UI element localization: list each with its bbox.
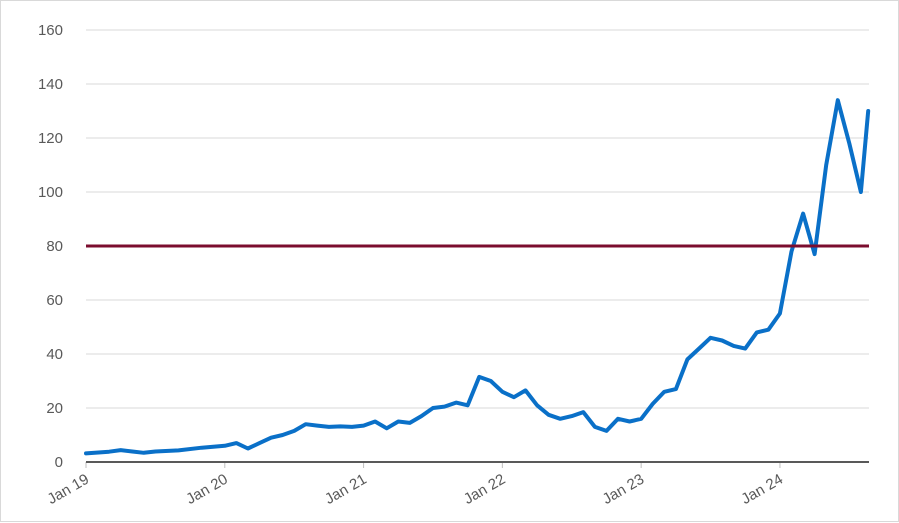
x-tick-label: Jan 21 [322,471,370,508]
y-tick-label: 100 [38,184,63,201]
x-tick-label: Jan 23 [600,471,648,508]
y-tick-label: 40 [46,346,63,363]
x-tick-label: Jan 19 [44,471,92,508]
y-tick-label: 160 [38,22,63,39]
x-tick-label: Jan 24 [738,471,786,508]
y-tick-label: 60 [46,292,63,309]
series-line [84,98,871,456]
y-tick-label: 80 [46,238,63,255]
y-tick-label: 0 [55,454,63,471]
y-tick-label: 120 [38,130,63,147]
x-tick-label: Jan 20 [183,471,231,508]
x-tick-label: Jan 22 [461,471,509,508]
y-tick-label: 140 [38,76,63,93]
y-tick-label: 20 [46,400,63,417]
